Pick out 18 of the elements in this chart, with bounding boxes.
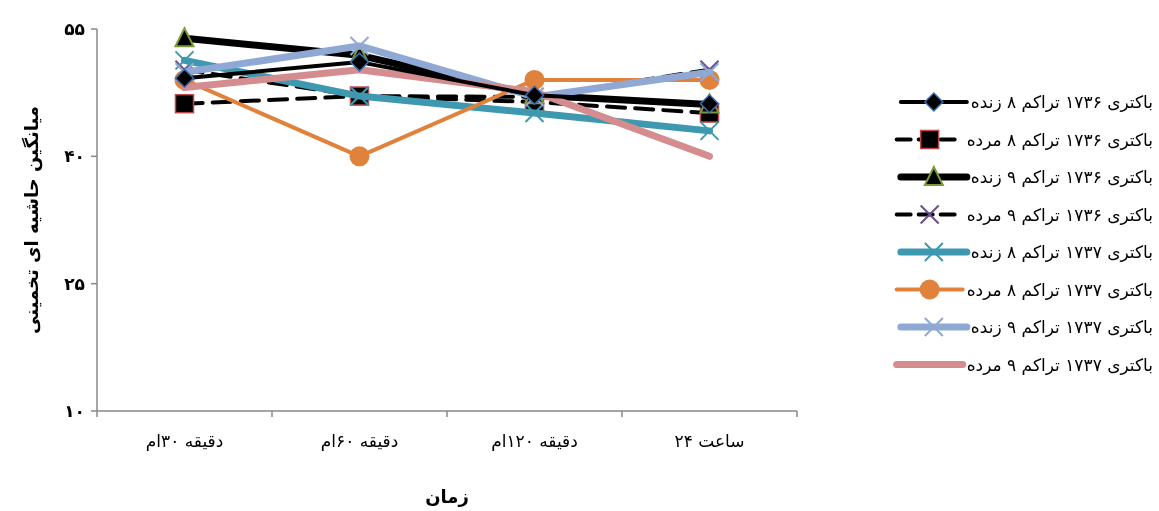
y-tick-label: ۴۰	[64, 146, 85, 167]
legend-label: باکتری ۱۷۳۷ تراکم ۸ مرده	[966, 279, 1153, 301]
x-tick-label: دقیقه ۳۰ام	[145, 431, 224, 451]
y-tick-label: ۱۰	[64, 401, 85, 421]
y-axis-title: میانگین حاشیه ای تخمینی	[21, 106, 43, 334]
x-tick-label: دقیقه ۶۰ام	[320, 431, 399, 451]
legend-label: باکتری ۱۷۳۶ تراکم ۹ زنده	[970, 167, 1153, 188]
legend-label: باکتری ۱۷۳۷ تراکم ۹ مرده	[966, 354, 1153, 376]
x-axis-title: زمان	[425, 486, 469, 507]
y-tick-label: ۵۵	[64, 19, 85, 39]
x-tick-label: دقیقه ۱۲۰ام	[491, 431, 578, 451]
legend-label: باکتری ۱۷۳۶ تراکم ۸ زنده	[970, 92, 1153, 113]
legend-label: باکتری ۱۷۳۷ تراکم ۸ زنده	[970, 242, 1153, 263]
legend-label: باکتری ۱۷۳۶ تراکم ۸ مرده	[966, 129, 1153, 151]
legend-label: باکتری ۱۷۳۷ تراکم ۹ زنده	[970, 317, 1153, 338]
y-tick-label: ۲۵	[64, 273, 85, 294]
legend-label: باکتری ۱۷۳۶ تراکم ۹ مرده	[966, 204, 1153, 226]
x-tick-label: ساعت ۲۴	[674, 431, 745, 451]
